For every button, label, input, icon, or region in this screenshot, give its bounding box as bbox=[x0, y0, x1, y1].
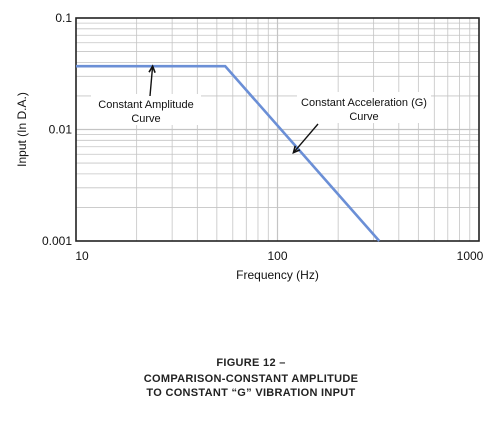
annotation-text: Curve bbox=[349, 111, 378, 123]
caption-title-line1: COMPARISON-CONSTANT AMPLITUDE bbox=[143, 373, 359, 385]
annotation-arrow bbox=[149, 66, 154, 97]
y-tick-labels: 0.001 0.01 0.1 bbox=[42, 11, 72, 248]
x-axis-label: Frequency (Hz) bbox=[236, 268, 319, 282]
x-tick-labels: 10 100 1000 bbox=[75, 249, 483, 263]
annotation-text: Curve bbox=[131, 113, 160, 125]
annotation-text: Constant Amplitude bbox=[98, 99, 193, 111]
x-tick-label: 10 bbox=[75, 249, 89, 263]
y-tick-label: 0.01 bbox=[49, 123, 73, 137]
caption-figure-number: FIGURE 12 – bbox=[216, 357, 286, 369]
grid-lines bbox=[76, 18, 479, 241]
annotation-arrowhead bbox=[148, 64, 156, 73]
annotation-box bbox=[297, 92, 431, 123]
response-curve bbox=[76, 64, 381, 242]
caption-title-line2: TO CONSTANT “G” VIBRATION INPUT bbox=[146, 387, 356, 399]
vibration-chart: 10 100 1000 0.001 0.01 0.1 Frequency (Hz) In… bbox=[15, 11, 484, 282]
annotation-arrowhead bbox=[292, 145, 301, 155]
annotation-box bbox=[91, 94, 201, 125]
y-tick-label: 0.1 bbox=[55, 11, 72, 25]
x-tick-label: 1000 bbox=[457, 249, 484, 263]
y-axis-label: Input (In D.A.) bbox=[15, 92, 29, 167]
y-tick-label: 0.001 bbox=[42, 234, 72, 248]
annotations: Constant Amplitude Curve Constant Accelera… bbox=[91, 64, 431, 155]
x-tick-label: 100 bbox=[267, 249, 287, 263]
annotation-text: Constant Acceleration (G) bbox=[301, 97, 427, 109]
annotation-arrow bbox=[292, 123, 319, 154]
plot-frame bbox=[75, 17, 480, 242]
